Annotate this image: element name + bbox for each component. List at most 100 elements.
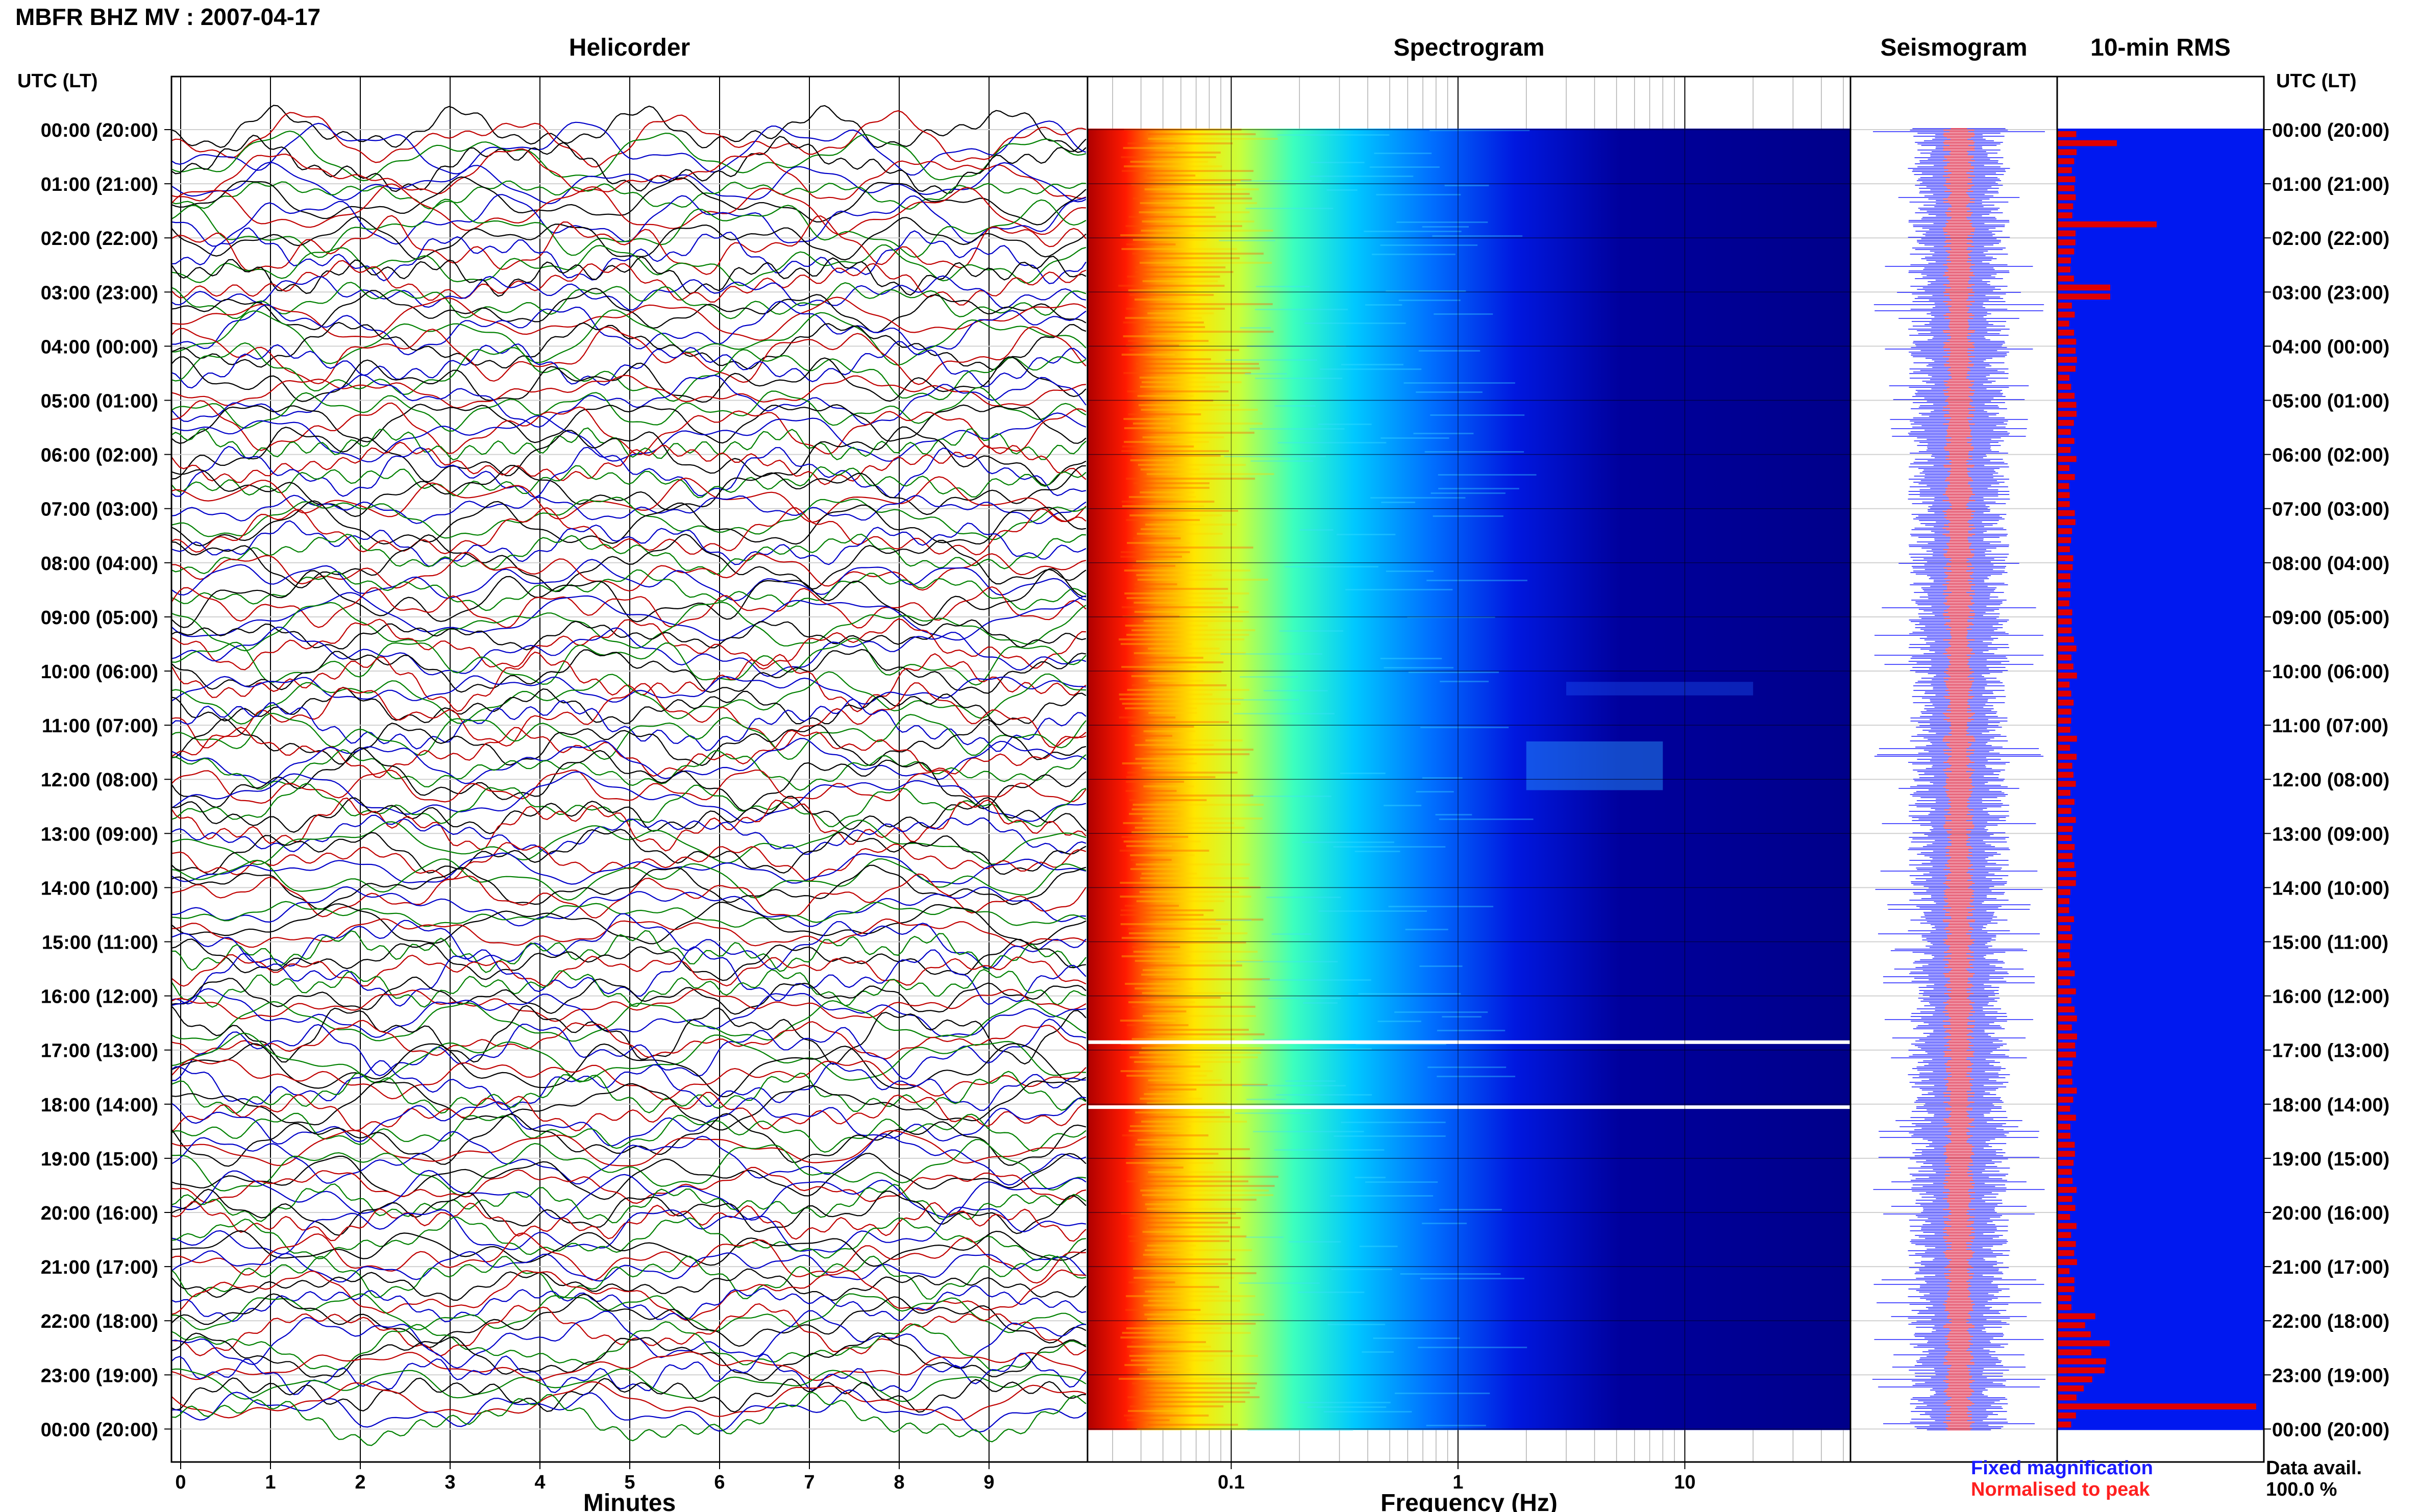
rms-bar xyxy=(2057,799,2075,805)
spectrogram-streak xyxy=(1121,1212,1236,1214)
spectrogram-streak xyxy=(1119,716,1176,718)
helicorder-trace xyxy=(171,1352,1087,1395)
spectrogram-streak xyxy=(1128,496,1196,498)
spectrogram-streak xyxy=(1147,1084,1268,1086)
rms-bar xyxy=(2057,907,2069,913)
helicorder-trace xyxy=(171,1368,1087,1402)
spectrogram-streak xyxy=(1250,796,1331,797)
spectrogram-streak xyxy=(1130,1217,1241,1219)
rms-bar xyxy=(2057,1214,2070,1220)
helicorder-trace xyxy=(171,1392,1087,1446)
spectrogram-streak xyxy=(1131,808,1183,810)
helicorder-trace xyxy=(171,1153,1087,1200)
spectrogram-streak xyxy=(1277,134,1390,136)
spectrogram-streak xyxy=(1122,445,1194,448)
spectrogram-streak xyxy=(1140,468,1200,470)
rms-bar xyxy=(2057,392,2075,399)
rms-bar xyxy=(2057,1114,2076,1121)
spectrogram-streak xyxy=(1219,240,1275,241)
helicorder-trace xyxy=(171,1201,1087,1242)
spectrogram-streak xyxy=(1130,161,1208,163)
spectrogram-streak xyxy=(1354,851,1400,852)
spectrogram-streak xyxy=(1135,1258,1236,1260)
rms-bar xyxy=(2057,284,2110,291)
rms-bar xyxy=(2057,176,2076,183)
spectrogram-streak xyxy=(1123,372,1251,374)
spectrogram-streak xyxy=(1139,152,1221,154)
spectrogram-streak xyxy=(1134,987,1193,989)
time-label-left: 06:00 (02:00) xyxy=(41,445,158,466)
spectrogram-streak xyxy=(1134,960,1263,962)
spectrogram-streak xyxy=(1131,831,1231,833)
helicorder-trace xyxy=(171,1381,1087,1421)
spectrogram-streak xyxy=(1128,413,1201,415)
spectrogram-streak xyxy=(1341,364,1404,365)
spectrogram-streak xyxy=(1120,882,1191,884)
helicorder-trace xyxy=(171,796,1087,834)
spectrogram-streak xyxy=(1132,1006,1255,1008)
spectrogram-streak xyxy=(1327,1324,1386,1325)
helicorder-trace xyxy=(171,321,1087,370)
helicorder-trace xyxy=(171,533,1087,592)
helicorder-trace xyxy=(171,180,1087,210)
spectrogram-streak xyxy=(1137,579,1268,581)
rms-bar xyxy=(2057,1169,2072,1175)
rms-bar xyxy=(2057,735,2077,742)
spectrogram-streak xyxy=(1123,840,1201,842)
spectrogram-streak xyxy=(1139,661,1224,663)
spectrogram-streak xyxy=(1146,473,1274,475)
spectrogram-streak xyxy=(1120,234,1195,236)
spectrogram-streak xyxy=(1126,845,1172,847)
spectrogram-streak xyxy=(1358,993,1461,995)
minute-tick-label: 4 xyxy=(534,1472,545,1493)
helicorder-trace xyxy=(171,1080,1087,1131)
spectrogram-streak xyxy=(1264,690,1328,691)
rms-bar xyxy=(2057,663,2074,670)
spectrogram-streak xyxy=(1126,1295,1255,1297)
helicorder-trace xyxy=(171,1043,1087,1098)
helicorder-trace xyxy=(171,938,1087,981)
time-label-right: 05:00 (01:00) xyxy=(2272,391,2389,412)
spectrogram-streak xyxy=(1148,138,1278,140)
rms-bar xyxy=(2057,483,2069,489)
spectrogram-streak xyxy=(1147,1369,1191,1371)
rms-bar xyxy=(2057,492,2070,499)
time-label-left: 13:00 (09:00) xyxy=(41,824,158,845)
rms-bar xyxy=(2057,456,2077,462)
spectrogram-streak xyxy=(1129,1240,1229,1242)
spectrogram-streak xyxy=(1144,1093,1186,1095)
time-label-right: 02:00 (22:00) xyxy=(2272,228,2389,250)
rms-bar xyxy=(2057,1097,2074,1103)
spectrogram-streak xyxy=(1141,409,1258,411)
spectrogram-streak xyxy=(1119,1378,1232,1380)
rms-bar xyxy=(2057,447,2071,453)
spectrogram-streak xyxy=(1129,1355,1258,1357)
spectrogram-streak xyxy=(1148,648,1220,650)
spectrogram-streak xyxy=(1140,262,1272,264)
spectrogram-streak xyxy=(1140,491,1195,493)
spectrogram-streak xyxy=(1277,442,1387,443)
helicorder-grid xyxy=(171,77,1088,1462)
spectrogram-streak xyxy=(1120,556,1182,558)
rms-bar xyxy=(2057,338,2077,345)
helicorder-trace xyxy=(171,296,1087,341)
helicorder-trace xyxy=(171,1230,1087,1267)
spectrogram-streak xyxy=(1141,528,1186,530)
spectrogram-streak xyxy=(1121,450,1229,452)
rms-bar xyxy=(2057,754,2077,760)
spectrogram-streak xyxy=(1433,515,1503,517)
rms-bar xyxy=(2057,149,2077,156)
spectrogram-streak xyxy=(1429,130,1530,131)
spectrogram-streak xyxy=(1120,643,1192,645)
minute-tick-label: 2 xyxy=(355,1472,365,1493)
helicorder-trace xyxy=(171,287,1087,333)
spectrogram-streak xyxy=(1299,1402,1391,1403)
helicorder-trace xyxy=(171,500,1087,547)
rms-bar xyxy=(2057,474,2075,480)
helicorder-trace xyxy=(171,275,1087,311)
spectrogram-streak xyxy=(1138,464,1246,466)
helicorder-trace xyxy=(171,120,1087,176)
helicorder-trace xyxy=(171,1310,1087,1369)
helicorder-trace xyxy=(171,183,1087,235)
helicorder-trace xyxy=(171,649,1087,694)
